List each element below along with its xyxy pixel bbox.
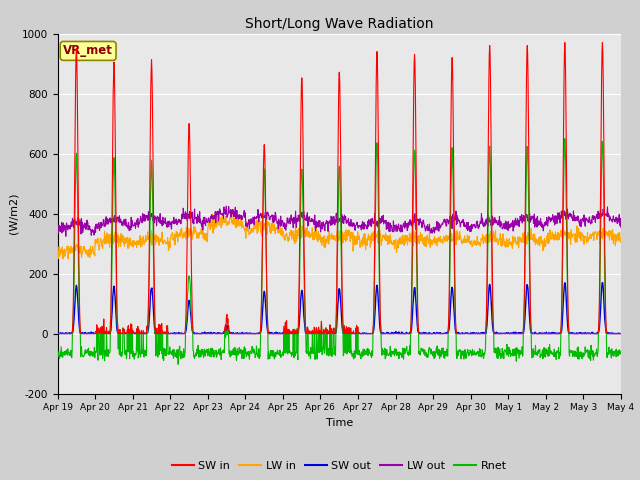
LW in [617, 240, 625, 245]
Rnet [617, 348, 625, 354]
Legend: SW in, LW in, SW out, LW out, Rnet: SW in, LW in, SW out, LW out, Rnet [168, 457, 511, 476]
LW out [243, 220, 250, 226]
X-axis label: Time: Time [326, 418, 353, 428]
SW out [500, 330, 508, 336]
SW out [54, 331, 62, 336]
Rnet [561, 136, 569, 142]
Y-axis label: (W/m2): (W/m2) [9, 193, 19, 234]
SW in [500, 331, 508, 336]
Rnet [427, 346, 435, 352]
SW out [598, 280, 606, 286]
Rnet [243, 354, 250, 360]
SW out [550, 331, 558, 336]
SW out [617, 331, 625, 336]
LW out [62, 233, 70, 239]
LW in [428, 238, 435, 243]
LW out [551, 222, 559, 228]
SW out [166, 331, 173, 336]
LW out [223, 203, 230, 209]
LW out [617, 225, 625, 230]
SW out [54, 330, 61, 336]
SW in [550, 331, 557, 336]
SW in [427, 331, 435, 336]
SW out [427, 331, 435, 336]
Line: SW in: SW in [58, 43, 621, 334]
LW in [166, 239, 173, 244]
Line: LW out: LW out [58, 206, 621, 236]
SW in [242, 331, 250, 336]
Rnet [179, 355, 187, 360]
Rnet [165, 351, 173, 357]
LW in [65, 256, 72, 262]
LW in [551, 235, 559, 241]
LW out [54, 225, 61, 231]
LW in [54, 248, 61, 254]
LW in [501, 242, 509, 248]
Line: LW in: LW in [58, 214, 621, 259]
Line: Rnet: Rnet [58, 139, 621, 364]
Rnet [550, 346, 558, 352]
SW in [561, 40, 569, 46]
LW out [428, 226, 435, 231]
Text: VR_met: VR_met [63, 44, 113, 58]
SW out [243, 330, 250, 336]
Title: Short/Long Wave Radiation: Short/Long Wave Radiation [245, 17, 433, 31]
LW in [209, 211, 216, 217]
LW out [501, 226, 509, 232]
SW in [54, 331, 61, 336]
SW in [617, 331, 625, 336]
Rnet [500, 347, 508, 353]
LW out [179, 205, 187, 211]
LW in [243, 218, 250, 224]
SW in [165, 331, 173, 336]
SW out [179, 331, 187, 336]
Rnet [54, 354, 61, 360]
SW in [179, 331, 187, 336]
Rnet [174, 361, 182, 367]
Line: SW out: SW out [58, 283, 621, 334]
LW out [166, 220, 173, 226]
LW in [179, 234, 187, 240]
